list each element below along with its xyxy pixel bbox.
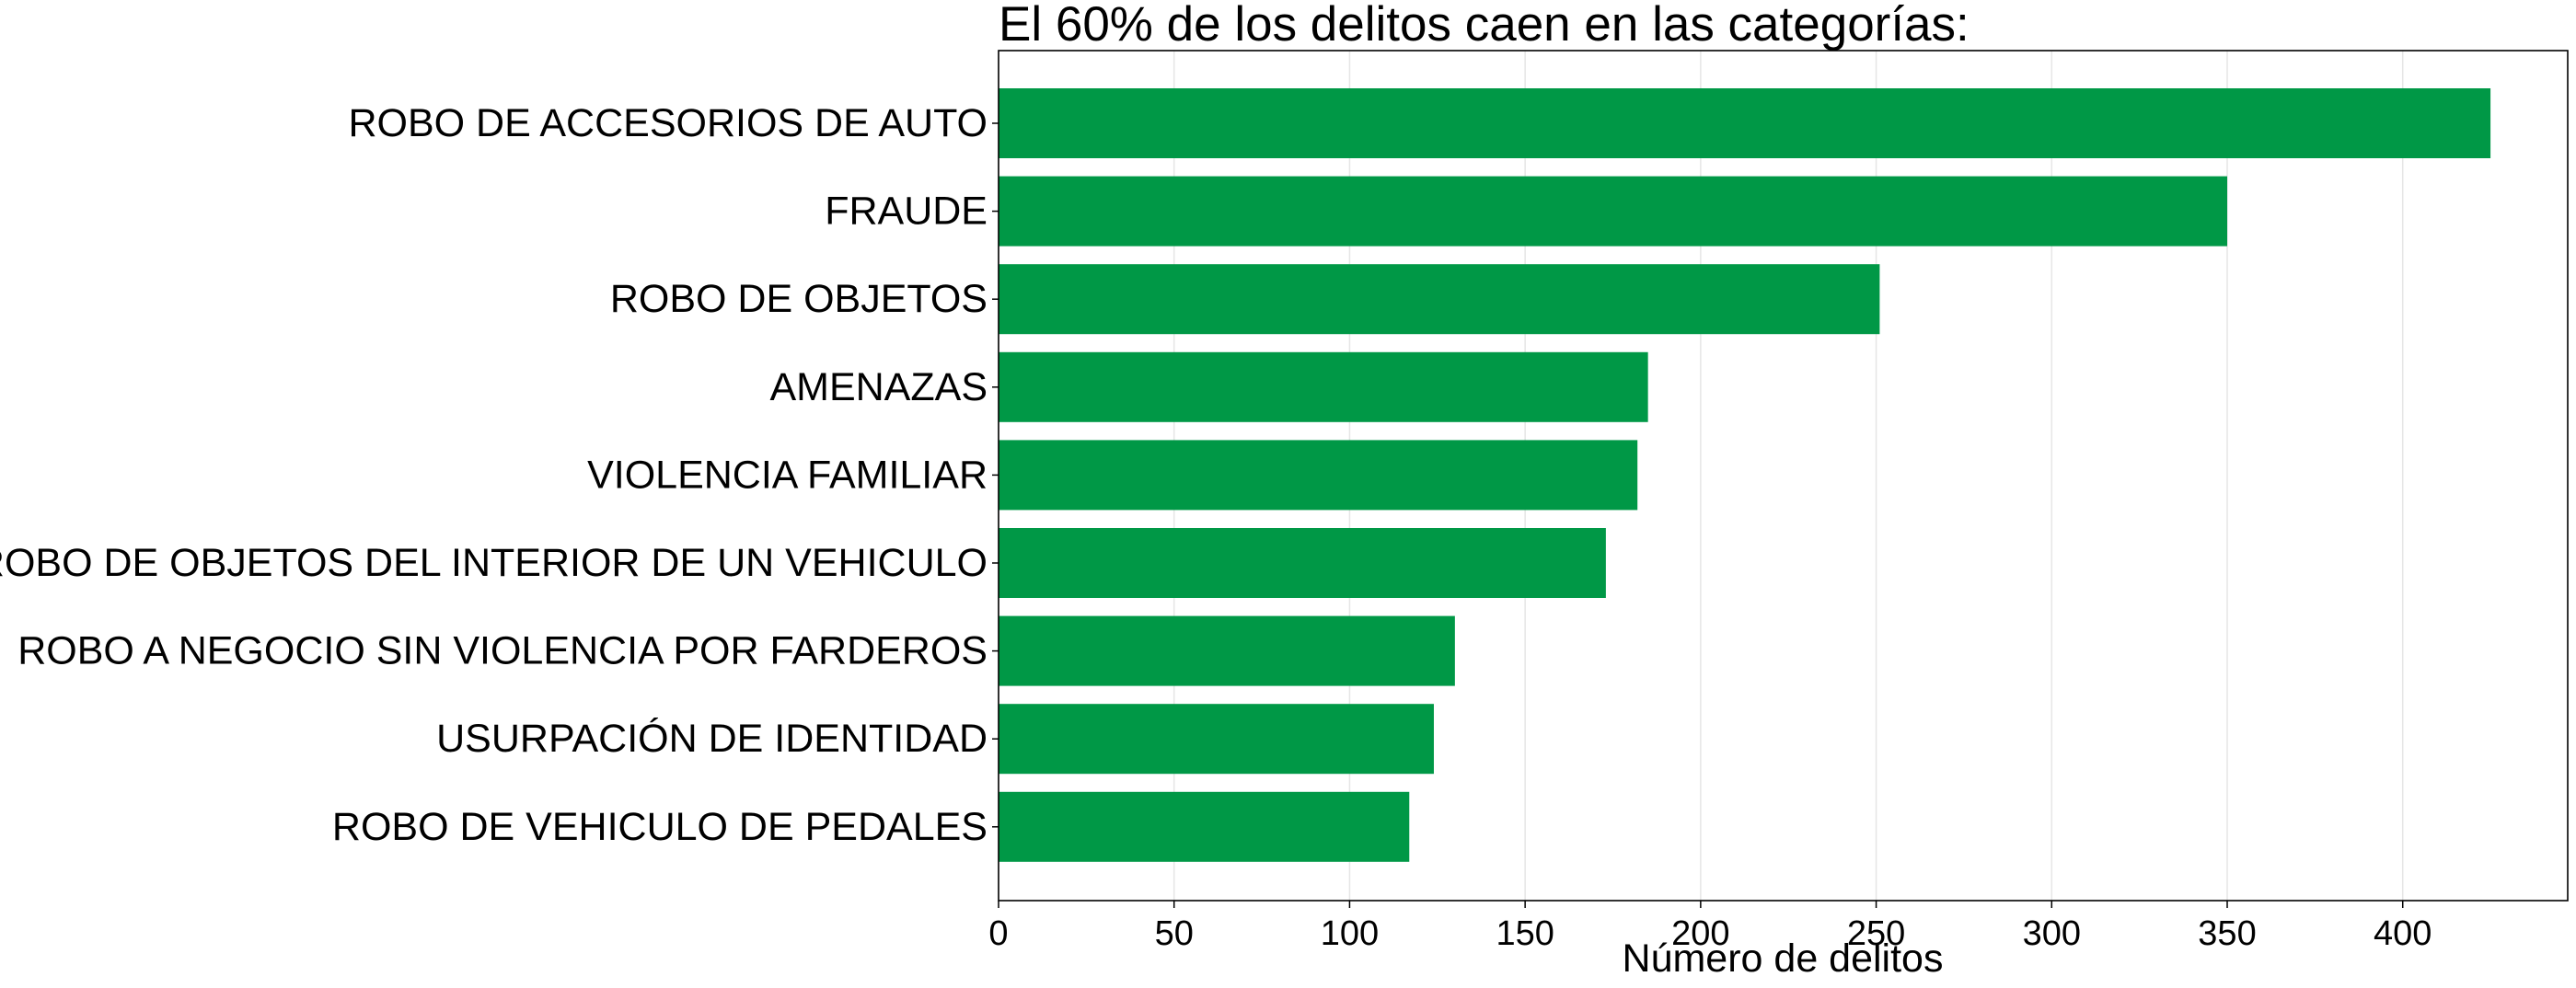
x-tick-label: 400	[2374, 914, 2432, 953]
bar	[999, 791, 1410, 862]
bar	[999, 528, 1606, 598]
bar	[999, 704, 1434, 775]
x-tick-label: 250	[1847, 914, 1905, 953]
x-tick-label: 100	[1321, 914, 1379, 953]
bar	[999, 88, 2491, 158]
bar	[999, 264, 1880, 335]
bars	[999, 88, 2491, 862]
x-tick-label: 300	[2023, 914, 2081, 953]
bar	[999, 351, 1648, 422]
category-label: AMENAZAS	[769, 365, 988, 409]
x-tick-label: 0	[988, 914, 1008, 953]
category-label: USURPACIÓN DE IDENTIDAD	[436, 717, 988, 761]
category-label: ROBO DE VEHICULO DE PEDALES	[332, 805, 988, 849]
x-tick-label: 50	[1155, 914, 1194, 953]
bar	[999, 440, 1638, 511]
category-label: FRAUDE	[825, 190, 988, 234]
category-label: ROBO DE OBJETOS	[610, 277, 988, 321]
category-label: VIOLENCIA FAMILIAR	[587, 453, 988, 497]
bar	[999, 615, 1455, 686]
x-tick-label: 200	[1671, 914, 1729, 953]
x-tick-label: 350	[2198, 914, 2256, 953]
category-label: ROBO DE OBJETOS DEL INTERIOR DE UN VEHIC…	[0, 541, 988, 585]
chart-title: El 60% de los delitos caen en las catego…	[999, 0, 1970, 52]
x-tick-labels: 0 50 100 150 200 250 300 350 400	[988, 901, 2432, 953]
bar	[999, 176, 2228, 247]
x-axis-title: Número de delitos	[1623, 936, 1944, 981]
category-labels: ROBO DE ACCESORIOS DE AUTO FRAUDE ROBO DE …	[0, 101, 999, 849]
category-label: ROBO A NEGOCIO SIN VIOLENCIA POR FARDERO…	[17, 629, 988, 673]
category-label: ROBO DE ACCESORIOS DE AUTO	[348, 101, 988, 145]
x-tick-label: 150	[1496, 914, 1554, 953]
